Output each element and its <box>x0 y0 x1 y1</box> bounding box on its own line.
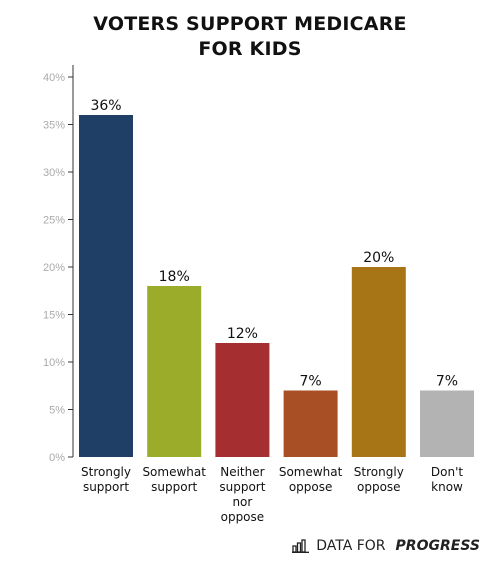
bar-chart-logo-icon <box>292 539 310 553</box>
data-label: 7% <box>436 374 458 390</box>
data-label: 36% <box>90 98 121 114</box>
bar <box>351 267 406 457</box>
y-tick-label: 15% <box>43 310 65 322</box>
x-tick-label: support <box>219 480 265 494</box>
data-label: 7% <box>299 374 321 390</box>
brand-name-part1: DATA FOR <box>316 538 386 554</box>
y-tick-label: 5% <box>49 405 65 417</box>
x-tick-label: Neither <box>220 465 264 479</box>
y-tick-label: 10% <box>43 357 65 369</box>
x-tick-label: oppose <box>289 480 333 494</box>
brand-logo: DATA FOR PROGRESS <box>292 536 480 556</box>
bar <box>147 286 202 457</box>
chart-title-line-1: VOTERS SUPPORT MEDICARE <box>93 13 407 35</box>
x-tick-label: Don't <box>431 465 463 479</box>
x-tick-label: support <box>151 480 197 494</box>
x-tick-label: oppose <box>221 510 265 524</box>
chart-title: VOTERS SUPPORT MEDICARE FOR KIDS <box>0 12 500 62</box>
data-label: 18% <box>159 269 190 285</box>
brand-name-part2: PROGRESS <box>395 538 480 554</box>
x-tick-label: know <box>431 480 463 494</box>
x-tick-label: support <box>83 480 129 494</box>
x-tick-label: Somewhat <box>279 465 343 479</box>
y-tick-label: 40% <box>43 72 65 84</box>
bar <box>420 390 474 457</box>
y-tick-label: 0% <box>49 452 65 464</box>
bar <box>215 343 270 457</box>
bar <box>79 115 133 457</box>
x-tick-label: Strongly <box>81 465 131 479</box>
chart-title-line-2: FOR KIDS <box>198 38 302 60</box>
x-tick-label: nor <box>232 495 252 509</box>
bar <box>283 390 338 457</box>
y-tick-label: 20% <box>43 262 65 274</box>
data-label: 12% <box>227 326 258 342</box>
y-tick-label: 30% <box>43 167 65 179</box>
y-tick-label: 25% <box>43 215 65 227</box>
x-tick-label: Strongly <box>354 465 404 479</box>
y-tick-label: 35% <box>43 120 65 132</box>
x-tick-label: oppose <box>357 480 401 494</box>
data-label: 20% <box>363 250 394 266</box>
x-tick-label: Somewhat <box>142 465 206 479</box>
